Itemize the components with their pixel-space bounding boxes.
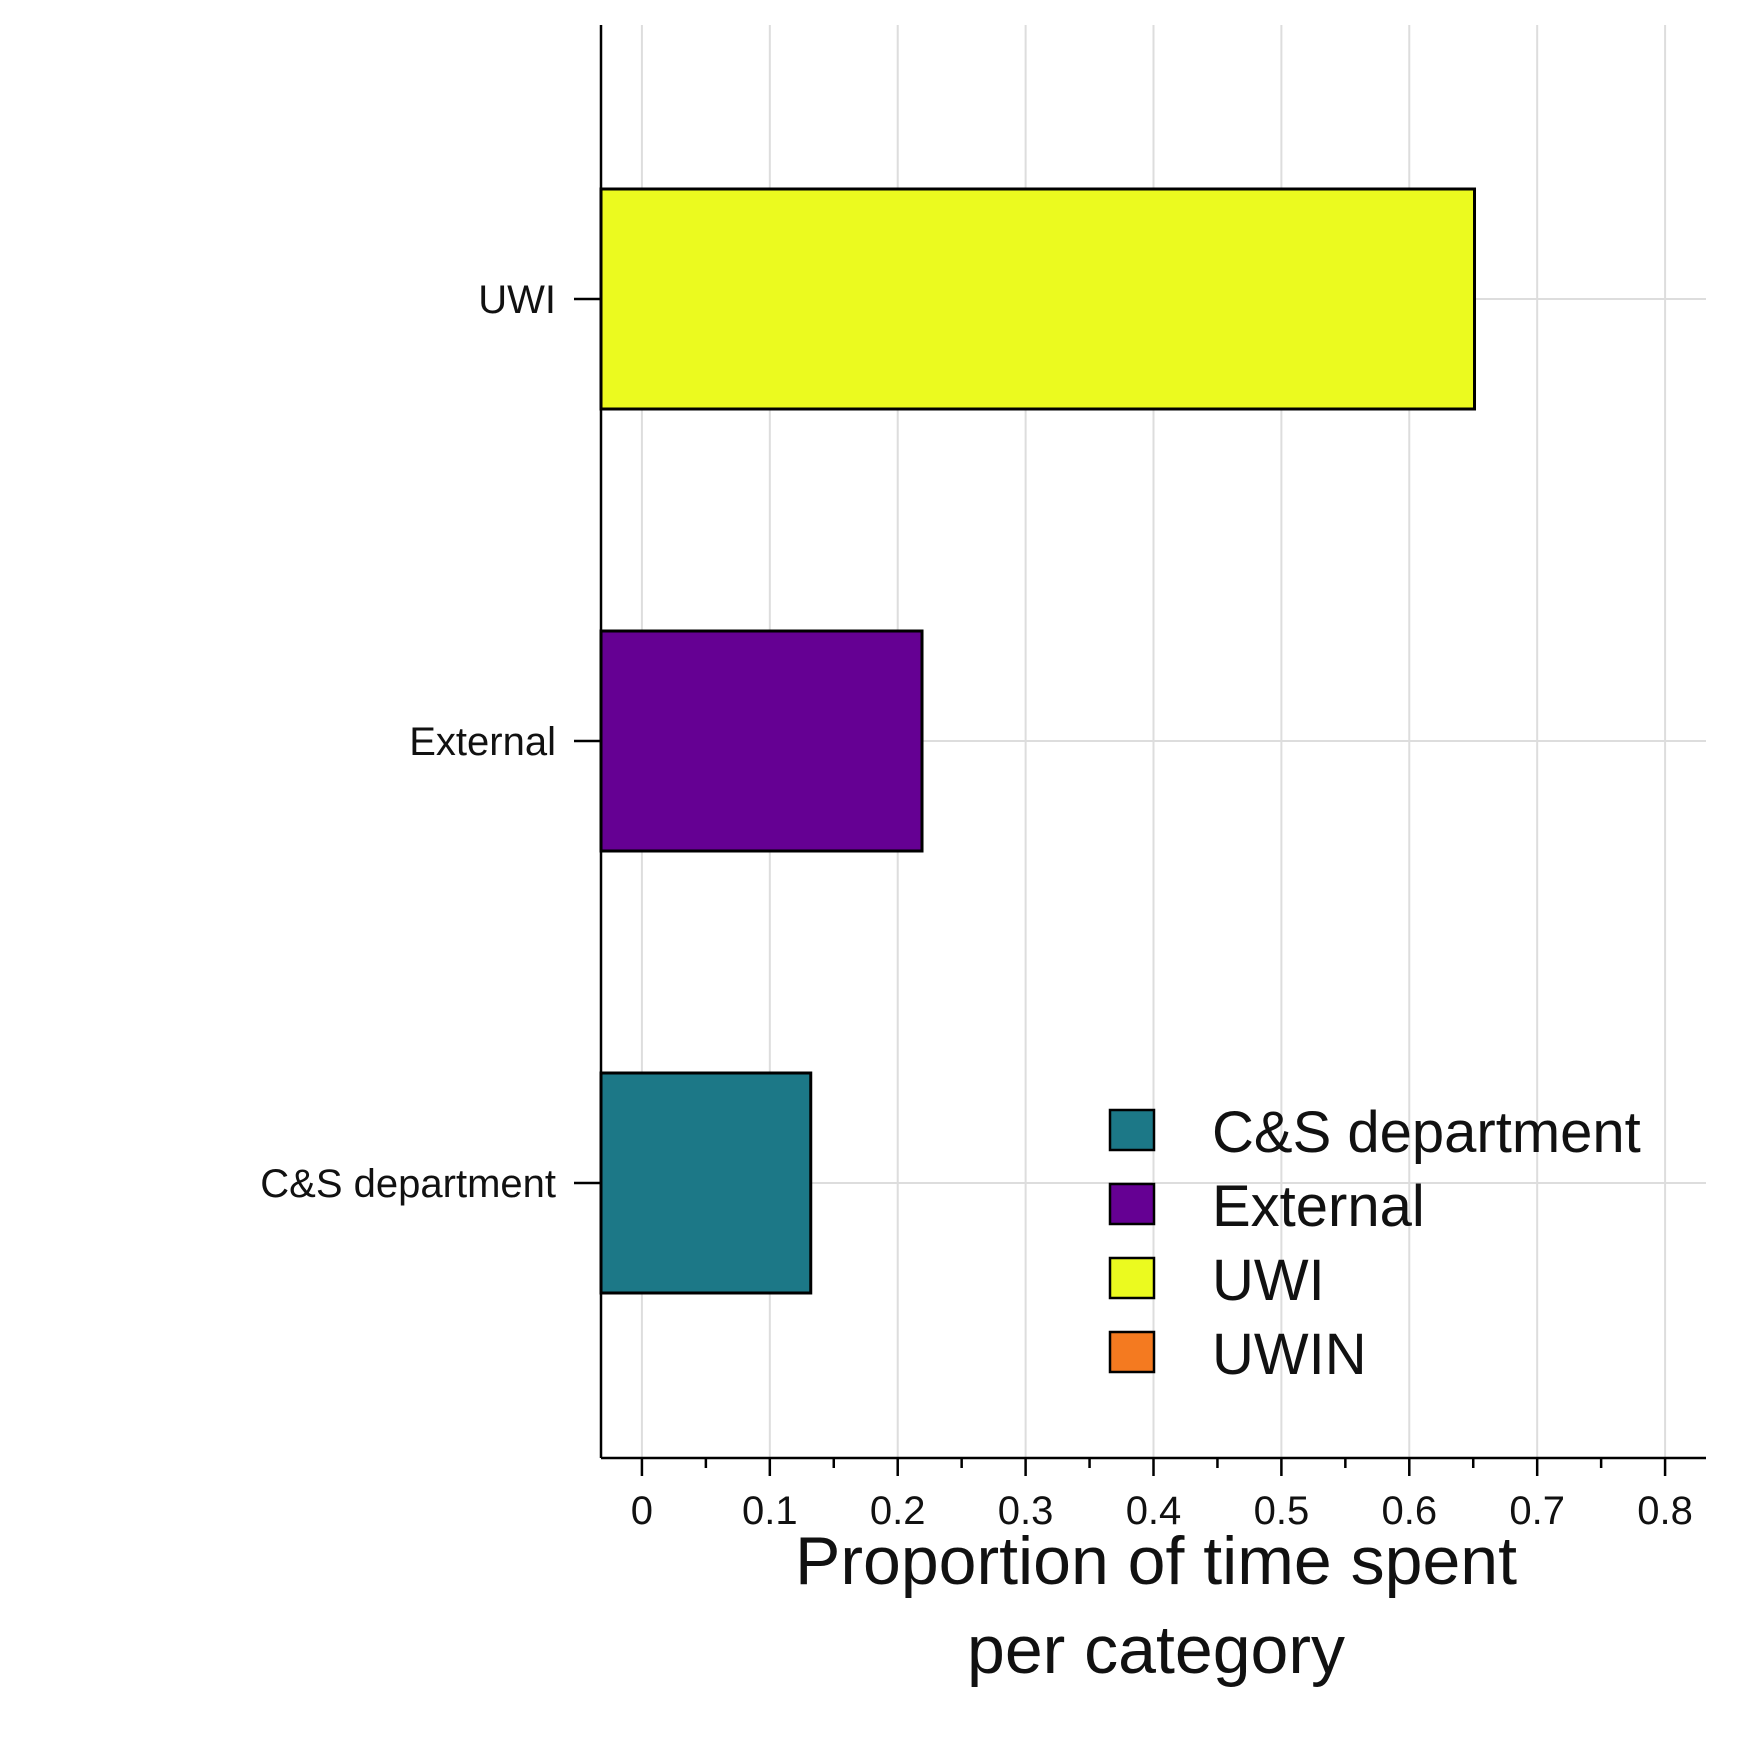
legend-item: C&S department bbox=[1108, 1100, 1641, 1165]
legend-label: C&S department bbox=[1212, 1100, 1641, 1165]
bar bbox=[599, 1071, 813, 1295]
bars bbox=[599, 187, 1477, 1295]
legend-label: External bbox=[1212, 1174, 1425, 1239]
x-tick-label: 0.1 bbox=[742, 1489, 798, 1533]
axes bbox=[574, 25, 1706, 1476]
x-tick-label: 0.3 bbox=[998, 1489, 1054, 1533]
legend-swatch bbox=[1108, 1108, 1156, 1152]
legend-item: External bbox=[1108, 1174, 1425, 1239]
x-axis-title-line-2: per category bbox=[967, 1612, 1345, 1688]
legend-item: UWIN bbox=[1108, 1322, 1367, 1387]
y-category-label: C&S department bbox=[260, 1162, 556, 1206]
legend-swatch bbox=[1108, 1256, 1156, 1300]
bar bbox=[599, 187, 1477, 411]
legend: C&S department External UWI UWIN bbox=[1108, 1100, 1641, 1387]
x-axis-title-line-1: Proportion of time spent bbox=[795, 1523, 1517, 1599]
x-tick-label: 0.2 bbox=[870, 1489, 926, 1533]
x-tick-label: 0.8 bbox=[1637, 1489, 1693, 1533]
legend-swatch bbox=[1108, 1182, 1156, 1226]
legend-label: UWI bbox=[1212, 1248, 1325, 1313]
x-tick-label: 0.6 bbox=[1381, 1489, 1437, 1533]
x-tick-label: 0 bbox=[631, 1489, 653, 1533]
bar bbox=[599, 629, 924, 853]
legend-swatch bbox=[1108, 1330, 1156, 1374]
x-tick-label: 0.4 bbox=[1126, 1489, 1182, 1533]
axis-labels: 0 0.1 0.2 0.3 0.4 0.5 0.6 0.7 0.8 C&S department E… bbox=[260, 278, 1693, 1533]
y-category-label: External bbox=[409, 720, 556, 764]
y-category-label: UWI bbox=[478, 278, 556, 322]
x-axis-title: Proportion of time spent per category bbox=[795, 1523, 1517, 1688]
x-tick-label: 0.5 bbox=[1254, 1489, 1310, 1533]
legend-label: UWIN bbox=[1212, 1322, 1367, 1387]
x-tick-label: 0.7 bbox=[1509, 1489, 1565, 1533]
legend-item: UWI bbox=[1108, 1248, 1325, 1313]
